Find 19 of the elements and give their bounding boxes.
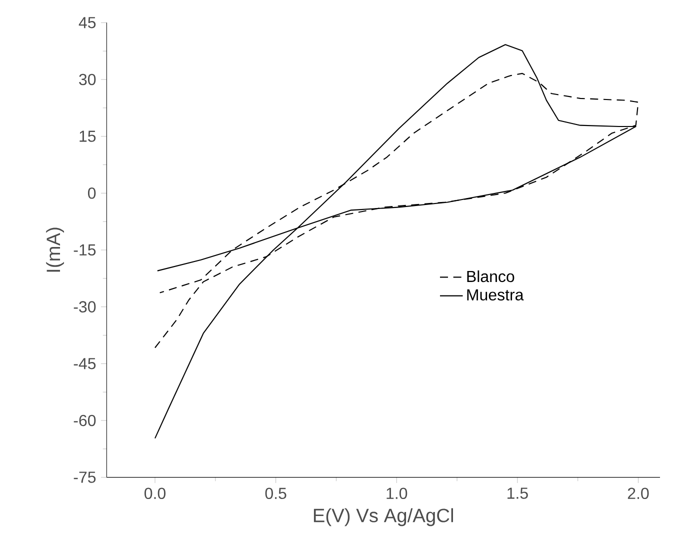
x-tick-label: 1.0 <box>386 488 408 500</box>
y-tick-label: -75 <box>74 472 96 483</box>
line-series <box>154 44 636 439</box>
legend-label: Blanco <box>467 270 514 282</box>
y-tick-label: 15 <box>80 130 96 142</box>
y-tick-label: 0 <box>88 188 96 199</box>
x-tick-label: 0.0 <box>144 488 166 500</box>
x-tick-label: 0.5 <box>265 488 286 500</box>
x-tick-label: 1.5 <box>508 488 528 499</box>
y-tick-label: -30 <box>74 301 96 312</box>
x-axis-title: E(V) Vs Ag/AgCl <box>314 508 453 526</box>
legend-label: Muestra <box>467 289 524 300</box>
y-tick-label: 30 <box>79 74 96 86</box>
y-tick-label: -60 <box>74 414 96 426</box>
y-tick-label: -15 <box>74 244 96 256</box>
y-axis-title: I(mA) <box>46 228 64 272</box>
y-tick-label: -45 <box>74 358 96 370</box>
y-tick-label: 45 <box>78 17 96 28</box>
x-tick-label: 2.0 <box>628 488 649 500</box>
